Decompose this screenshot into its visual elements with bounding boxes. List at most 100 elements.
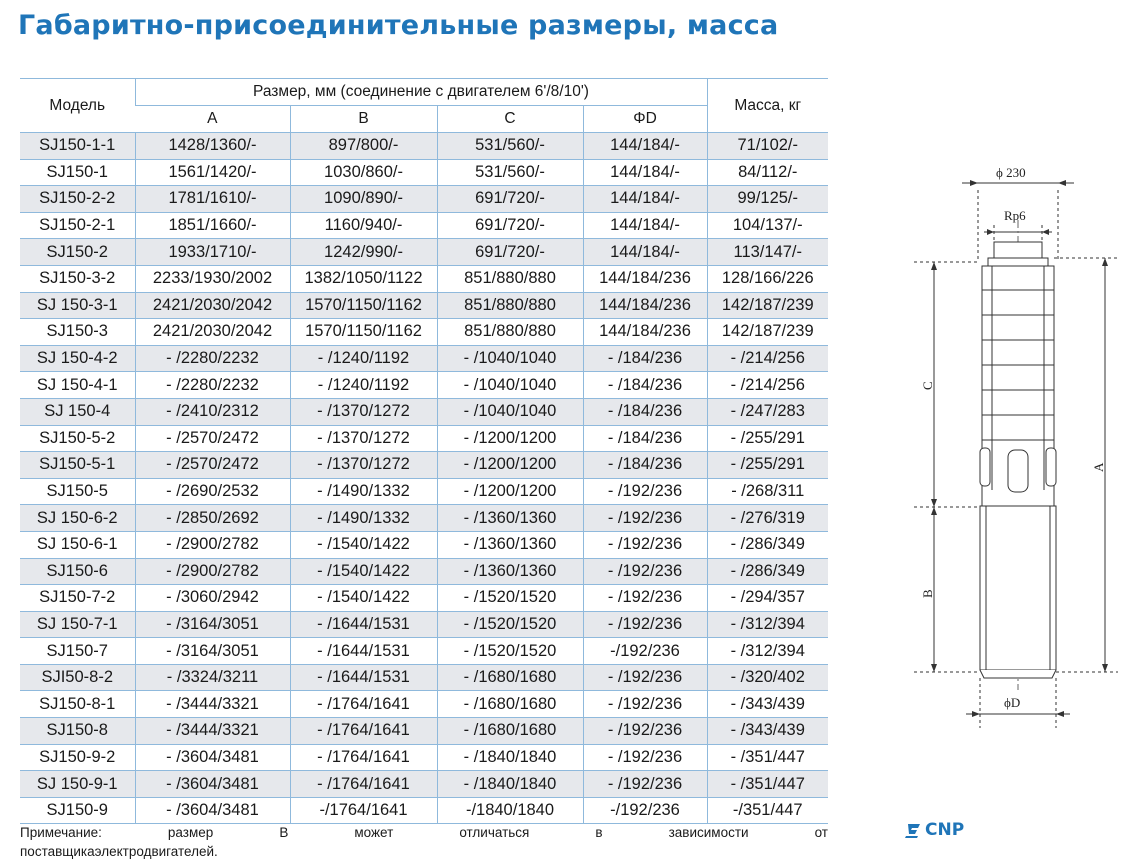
- cell-c: - /1360/1360: [436, 558, 583, 586]
- cell-mass: - /343/439: [706, 690, 828, 719]
- cell-b: - /1764/1641: [289, 744, 437, 772]
- footnote-word: отличаться: [459, 825, 530, 840]
- cell-c: - /1680/1680: [436, 690, 583, 719]
- cell-model: SJ150-5-2: [20, 425, 135, 453]
- cell-c: - /1680/1680: [436, 717, 583, 745]
- cell-model: SJ150-9: [20, 797, 135, 825]
- cell-c: - /1360/1360: [436, 504, 583, 532]
- cell-mass: 71/102/-: [706, 132, 828, 160]
- cell-d: 144/184/-: [582, 132, 707, 160]
- footnote-word: размер: [167, 825, 214, 840]
- cell-c: 531/560/-: [436, 132, 583, 160]
- cell-d: -/192/236: [582, 637, 707, 665]
- cell-d: - /192/236: [582, 664, 707, 692]
- table-row: SJ 150-3-1 2421/2030/2042 1570/1150/1162 85…: [20, 292, 828, 320]
- cell-b: - /1540/1422: [289, 531, 437, 559]
- cell-a: 1851/1660/-: [134, 212, 290, 240]
- cell-a: - /2690/2532: [134, 478, 290, 506]
- cell-c: 851/880/880: [436, 292, 583, 320]
- cell-a: 1561/1420/-: [134, 159, 290, 187]
- cell-mass: - /351/447: [706, 770, 828, 798]
- cell-mass: - /255/291: [706, 425, 828, 453]
- cell-c: 851/880/880: [436, 318, 583, 346]
- table-row: SJ150-9- /3604/3481 -/1764/1641 -/1840/184…: [20, 797, 828, 825]
- dimensions-table: Модель Размер, мм (соединение с двигател…: [20, 78, 828, 825]
- table-row: SJ 150-9-1- /3604/3481- /1764/1641- /184…: [20, 770, 828, 798]
- cell-c: 851/880/880: [436, 265, 583, 293]
- cell-a: - /2280/2232: [134, 345, 290, 373]
- table-row: SJ150-2 1933/1710/- 1242/990/- 691/720/- 144…: [20, 238, 828, 266]
- dim-c-label: C: [920, 381, 935, 390]
- cell-b: 1030/860/-: [289, 159, 437, 187]
- cell-b: - /1540/1422: [289, 584, 437, 612]
- cell-c: - /1520/1520: [436, 611, 583, 639]
- cell-model: SJ150-9-2: [20, 744, 135, 772]
- cell-b: - /1764/1641: [289, 717, 437, 745]
- dim-b-label: B: [920, 589, 935, 598]
- cell-c: - /1360/1360: [436, 531, 583, 559]
- table-row: SJ150-2-1 1851/1660/- 1160/940/- 691/720/- 1…: [20, 212, 828, 240]
- cell-mass: - /276/319: [706, 504, 828, 532]
- cell-c: - /1200/1200: [436, 425, 583, 453]
- cell-mass: 84/112/-: [706, 159, 828, 187]
- cell-model: SJ150-2-2: [20, 185, 135, 213]
- table-row: SJ 150-6-1- /2900/2782- /1540/1422- /136…: [20, 531, 828, 559]
- cell-c: - /1040/1040: [436, 371, 583, 399]
- cell-mass: 99/125/-: [706, 185, 828, 213]
- cell-model: SJ 150-4: [20, 398, 135, 426]
- header-model: Модель: [20, 78, 135, 133]
- table-row: SJ150-9-2- /3604/3481- /1764/1641- /1840…: [20, 744, 828, 772]
- cell-a: - /3164/3051: [134, 611, 290, 639]
- cell-c: 691/720/-: [436, 238, 583, 266]
- cell-c: - /1840/1840: [436, 770, 583, 798]
- table-row: SJ 150-4-1- /2280/2232- /1240/1192- /104…: [20, 371, 828, 399]
- cell-model: SJ 150-9-1: [20, 770, 135, 798]
- cell-b: - /1764/1641: [289, 770, 437, 798]
- cell-mass: 142/187/239: [706, 318, 828, 346]
- table-row: SJ150-8-1- /3444/3321- /1764/1641- /1680…: [20, 690, 828, 719]
- cell-d: - /192/236: [582, 531, 707, 559]
- cell-d: 144/184/236: [582, 265, 707, 293]
- cell-a: - /3604/3481: [134, 770, 290, 798]
- cell-mass: - /214/256: [706, 371, 828, 399]
- cell-a: 2421/2030/2042: [134, 292, 290, 320]
- cell-b: - /1370/1272: [289, 425, 437, 453]
- cell-model: SJ 150-7-1: [20, 611, 135, 639]
- cell-mass: -/351/447: [706, 797, 828, 825]
- cell-model: SJ150-8: [20, 717, 135, 745]
- footnote-word: зависимости: [668, 825, 749, 840]
- cell-model: SJ 150-4-2: [20, 345, 135, 373]
- cell-model: SJ150-6: [20, 558, 135, 586]
- cell-a: - /3444/3321: [134, 690, 290, 719]
- cell-a: - /2570/2472: [134, 425, 290, 453]
- cell-model: SJ150-2: [20, 238, 135, 266]
- cell-d: - /184/236: [582, 398, 707, 426]
- cell-mass: - /214/256: [706, 345, 828, 373]
- cell-a: - /2410/2312: [134, 398, 290, 426]
- cell-b: 1570/1150/1162: [289, 292, 437, 320]
- cell-mass: 104/137/-: [706, 212, 828, 240]
- cell-a: 1781/1610/-: [134, 185, 290, 213]
- cell-model: SJ 150-6-2: [20, 504, 135, 532]
- cell-d: - /192/236: [582, 611, 707, 639]
- cell-d: - /192/236: [582, 717, 707, 745]
- cell-c: 691/720/-: [436, 185, 583, 213]
- cell-c: 531/560/-: [436, 159, 583, 187]
- table-row: SJ150-2-2 1781/1610/- 1090/890/- 691/720/- 1…: [20, 185, 828, 213]
- cell-model: SJI50-8-2: [20, 664, 135, 692]
- cell-b: 1382/1050/1122: [289, 265, 437, 293]
- cell-model: SJ150-7-2: [20, 584, 135, 612]
- table-row: SJ150-1-1 1428/1360/- 897/800/- 531/560/- 14…: [20, 132, 828, 160]
- cell-c: - /1840/1840: [436, 744, 583, 772]
- footnote-line-1: Примечание: размер B может отличаться в …: [20, 823, 828, 842]
- table-row: SJ150-6- /2900/2782- /1540/1422- /1360/1…: [20, 558, 828, 586]
- table-row: SJ150-3-2 2233/1930/2002 1382/1050/1122 851…: [20, 265, 828, 293]
- cell-d: - /184/236: [582, 425, 707, 453]
- table-row: SJ 150-4- /2410/2312- /1370/1272- /1040/…: [20, 398, 828, 426]
- cell-a: - /3444/3321: [134, 717, 290, 745]
- cell-mass: 113/147/-: [706, 238, 828, 266]
- footnote-word: B: [279, 825, 289, 840]
- cell-model: SJ150-5-1: [20, 451, 135, 479]
- table-row: SJ150-7- /3164/3051- /1644/1531- /1520/1…: [20, 637, 828, 665]
- cell-model: SJ150-1-1: [20, 132, 135, 160]
